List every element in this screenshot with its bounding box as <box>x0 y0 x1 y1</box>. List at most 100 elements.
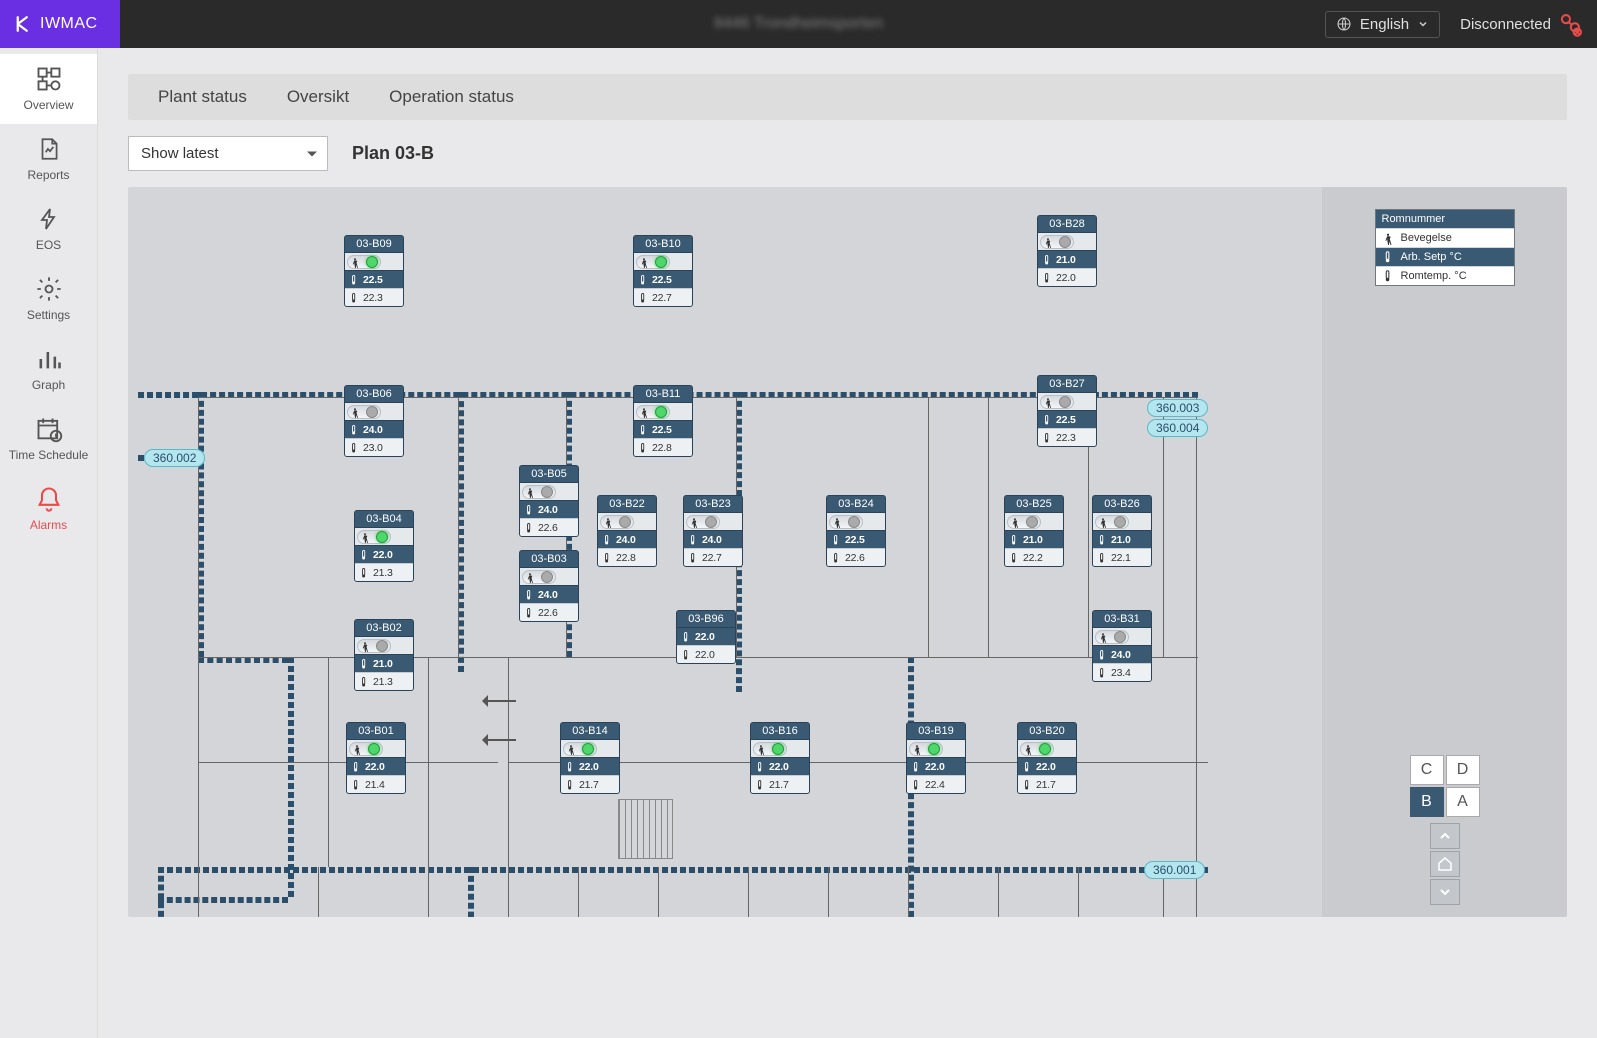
wall <box>428 867 429 917</box>
quadrant-a-button[interactable]: A <box>1446 787 1480 817</box>
room-card-03-B25[interactable]: 03-B25 21.0 22.2 <box>1004 495 1064 567</box>
thermometer-icon <box>829 533 843 547</box>
room-temp-row: 22.7 <box>684 548 742 566</box>
quadrant-b-button[interactable]: B <box>1410 787 1444 817</box>
wall <box>318 867 319 917</box>
room-card-03-B02[interactable]: 03-B02 21.0 21.3 <box>354 619 414 691</box>
wall <box>928 397 929 657</box>
sidebar-item-schedule[interactable]: Time Schedule <box>0 404 97 474</box>
room-setpoint-row: 22.0 <box>561 757 619 775</box>
zone-label[interactable]: 360.004 <box>1147 419 1208 437</box>
room-card-03-B26[interactable]: 03-B26 21.0 22.1 <box>1092 495 1152 567</box>
wall <box>458 397 459 657</box>
sidebar: OverviewReportsEOSSettingsGraphTime Sche… <box>0 48 98 1038</box>
quadrant-d-button[interactable]: D <box>1446 755 1480 785</box>
room-card-03-B14[interactable]: 03-B14 22.0 21.7 <box>560 722 620 794</box>
floor-down-button[interactable] <box>1430 879 1460 905</box>
motion-dot <box>655 256 667 268</box>
room-card-03-B03[interactable]: 03-B03 24.0 22.6 <box>519 550 579 622</box>
room-id: 03-B10 <box>634 236 692 252</box>
motion-dot <box>366 256 378 268</box>
sidebar-item-reports[interactable]: Reports <box>0 124 97 194</box>
room-card-03-B27[interactable]: 03-B27 22.5 22.3 <box>1037 375 1097 447</box>
motion-indicator <box>349 742 383 756</box>
room-card-03-B04[interactable]: 03-B04 22.0 21.3 <box>354 510 414 582</box>
room-motion-row <box>1018 739 1076 757</box>
room-temp-row: 22.1 <box>1093 548 1151 566</box>
motion-indicator <box>909 742 943 756</box>
sidebar-item-eos[interactable]: EOS <box>0 194 97 264</box>
room-temp: 22.3 <box>363 292 401 304</box>
room-id: 03-B96 <box>677 611 735 627</box>
sidebar-item-settings[interactable]: Settings <box>0 264 97 334</box>
brand[interactable]: IWMAC <box>0 0 120 48</box>
room-motion-row <box>751 739 809 757</box>
room-card-03-B19[interactable]: 03-B19 22.0 22.4 <box>906 722 966 794</box>
thermometer-icon <box>347 273 361 287</box>
tab-plant-status[interactable]: Plant status <box>158 87 247 107</box>
tab-operation-status[interactable]: Operation status <box>389 87 514 107</box>
room-card-03-B20[interactable]: 03-B20 22.0 21.7 <box>1017 722 1077 794</box>
room-id: 03-B19 <box>907 723 965 739</box>
thermometer-icon <box>636 441 650 455</box>
thermometer-icon <box>909 760 923 774</box>
zone-label[interactable]: 360.003 <box>1147 399 1208 417</box>
room-card-03-B23[interactable]: 03-B23 24.0 22.7 <box>683 495 743 567</box>
room-motion-row <box>355 636 413 654</box>
room-card-03-B16[interactable]: 03-B16 22.0 21.7 <box>750 722 810 794</box>
sidebar-item-graph[interactable]: Graph <box>0 334 97 404</box>
sidebar-item-alarms[interactable]: Alarms <box>0 474 97 544</box>
thermometer-icon <box>1020 760 1034 774</box>
motion-dot <box>541 571 553 583</box>
wall-dashed <box>158 867 1208 873</box>
wall <box>828 867 829 917</box>
room-card-03-B06[interactable]: 03-B06 24.0 23.0 <box>344 385 404 457</box>
room-card-03-B09[interactable]: 03-B09 22.5 22.3 <box>344 235 404 307</box>
room-card-03-B01[interactable]: 03-B01 22.0 21.4 <box>346 722 406 794</box>
room-card-03-B31[interactable]: 03-B31 24.0 23.4 <box>1092 610 1152 682</box>
thermometer-icon <box>1040 271 1054 285</box>
floor-up-button[interactable] <box>1430 823 1460 849</box>
brand-label: IWMAC <box>40 15 98 33</box>
wall <box>508 867 509 917</box>
room-setpoint: 22.0 <box>373 549 411 561</box>
zone-label[interactable]: 360.001 <box>1144 861 1205 879</box>
tab-oversikt[interactable]: Oversikt <box>287 87 349 107</box>
room-card-03-B22[interactable]: 03-B22 24.0 22.8 <box>597 495 657 567</box>
room-temp-row: 22.0 <box>677 645 735 663</box>
room-card-03-B96[interactable]: 03-B96 22.0 22.0 <box>676 610 736 664</box>
room-card-03-B28[interactable]: 03-B28 21.0 22.0 <box>1037 215 1097 287</box>
thermometer-icon <box>522 588 536 602</box>
room-setpoint: 24.0 <box>1111 649 1149 661</box>
room-temp-row: 22.0 <box>1038 268 1096 286</box>
room-id: 03-B11 <box>634 386 692 402</box>
zone-label[interactable]: 360.002 <box>144 449 205 467</box>
show-latest-select[interactable]: Show latest <box>128 136 328 171</box>
room-card-03-B24[interactable]: 03-B24 22.5 22.6 <box>826 495 886 567</box>
thermometer-icon <box>349 760 363 774</box>
room-card-03-B05[interactable]: 03-B05 24.0 22.6 <box>519 465 579 537</box>
room-setpoint: 21.0 <box>373 658 411 670</box>
room-setpoint: 22.5 <box>1056 414 1094 426</box>
thermometer-icon <box>563 778 577 792</box>
walk-icon <box>351 743 363 755</box>
room-card-03-B11[interactable]: 03-B11 22.5 22.8 <box>633 385 693 457</box>
room-setpoint: 24.0 <box>616 534 654 546</box>
room-motion-row <box>684 512 742 530</box>
quadrant-c-button[interactable]: C <box>1410 755 1444 785</box>
room-temp: 22.6 <box>538 607 576 619</box>
walk-icon <box>1042 236 1054 248</box>
thermometer-icon <box>357 657 371 671</box>
wall <box>658 867 659 917</box>
language-select[interactable]: English <box>1325 11 1440 38</box>
wall <box>748 867 749 917</box>
thermometer-icon <box>909 778 923 792</box>
room-id: 03-B04 <box>355 511 413 527</box>
thermometer-icon <box>522 606 536 620</box>
floor-home-button[interactable] <box>1430 851 1460 877</box>
sidebar-item-overview[interactable]: Overview <box>0 54 97 124</box>
connection-status: Disconnected <box>1460 11 1583 37</box>
room-card-03-B10[interactable]: 03-B10 22.5 22.7 <box>633 235 693 307</box>
room-setpoint: 24.0 <box>702 534 740 546</box>
motion-indicator <box>600 515 634 529</box>
